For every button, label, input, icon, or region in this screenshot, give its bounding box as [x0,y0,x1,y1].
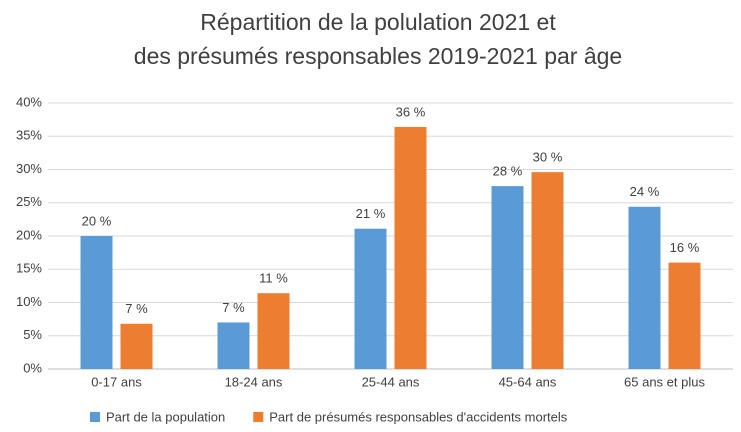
y-tick-label: 35% [16,128,42,143]
bar [668,262,701,369]
bar [80,236,113,369]
bar [354,228,387,369]
data-label: 30 % [533,150,563,165]
x-tick-label: 25-44 ans [362,374,420,389]
data-label: 21 % [356,206,386,221]
y-tick-label: 15% [16,261,42,276]
bar [531,172,564,369]
data-label: 36 % [396,104,426,119]
chart-title: Répartition de la polulation 2021 et [200,9,556,35]
y-tick-label: 10% [16,294,42,309]
y-tick-label: 40% [16,94,42,109]
data-label: 11 % [259,271,288,286]
data-label: 28 % [493,164,523,179]
legend-label: Part de la population [106,409,225,424]
y-tick-label: 30% [16,161,42,176]
bar [120,323,153,369]
bar [217,322,250,369]
bar [257,293,290,369]
x-tick-label: 45-64 ans [499,374,557,389]
y-tick-label: 0% [23,360,42,375]
bar [628,206,661,369]
x-tick-label: 65 ans et plus [624,374,705,389]
data-label: 7 % [125,301,148,316]
data-label: 7 % [222,300,245,315]
legend-swatch [253,412,264,422]
y-tick-label: 25% [16,194,42,209]
legend-label: Part de présumés responsables d'accident… [269,409,568,424]
data-label: 24 % [630,184,660,199]
y-tick-label: 20% [16,227,42,242]
chart-title: des présumés responsables 2019-2021 par … [134,43,622,69]
data-label: 16 % [670,240,700,255]
legend-swatch [90,412,100,422]
bar [394,126,427,369]
y-tick-label: 5% [23,327,42,342]
data-label: 20 % [82,213,112,228]
x-tick-label: 0-17 ans [91,374,142,389]
bar [491,186,524,369]
x-tick-label: 18-24 ans [225,374,283,389]
